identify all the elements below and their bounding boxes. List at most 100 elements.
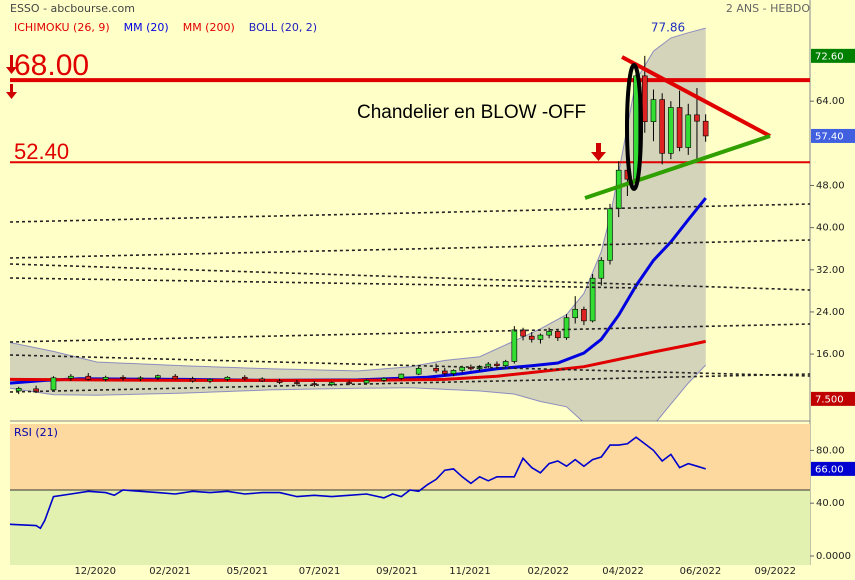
rsi-panel: RSI (21) 0.0000 40.00 80.00 66.00 <box>9 424 855 565</box>
price-tag <box>811 48 855 63</box>
y-tick-label: 48.00 <box>816 180 845 191</box>
candle-body <box>668 107 674 154</box>
y-tick-label: 32.00 <box>816 265 845 276</box>
candle-body <box>120 376 126 379</box>
candle-body <box>433 368 439 372</box>
trend-line <box>9 354 811 377</box>
candle-body <box>172 375 179 380</box>
x-tick-label: 04/2022 <box>602 566 644 577</box>
arrow-down <box>6 84 17 99</box>
trend-line <box>9 373 811 393</box>
level-label: 52.40 <box>14 139 69 164</box>
candle-body <box>607 208 613 261</box>
moving-average <box>10 339 707 382</box>
legend-entry: MM (200) <box>183 21 235 34</box>
candle-body <box>615 169 622 209</box>
candle-body <box>598 259 605 279</box>
candle-body <box>15 388 22 392</box>
triangle-lower <box>584 134 771 200</box>
price-tag <box>811 391 855 406</box>
candle-body <box>685 114 692 148</box>
y-tick-label: 40.00 <box>816 498 845 509</box>
legend-entry: ICHIMOKU (26, 9) <box>14 21 110 34</box>
candle-body <box>346 382 352 384</box>
annotation: Chandelier en BLOW -OFF <box>357 102 586 123</box>
candle-body <box>102 376 109 380</box>
candle-body <box>659 99 665 154</box>
trend-line <box>9 263 811 291</box>
candle-body <box>276 380 283 383</box>
y-tick-label: 80.00 <box>816 445 845 456</box>
zone-lower <box>10 490 810 565</box>
candle-body <box>328 382 335 385</box>
candle-body <box>502 361 509 366</box>
candle-body <box>641 75 648 123</box>
candle-body <box>85 375 92 380</box>
candle-body <box>207 379 213 382</box>
bollinger-upper <box>10 27 706 372</box>
candle-body <box>537 334 544 340</box>
panel-title: RSI (21) <box>14 426 58 439</box>
candle-body <box>563 317 570 339</box>
arrow-down <box>591 143 606 161</box>
candle-body <box>363 380 370 384</box>
y-tick-label: 24.00 <box>816 307 845 318</box>
candle-body <box>381 378 387 381</box>
candle-body <box>137 377 144 380</box>
candle-body <box>555 331 561 339</box>
triangle-upper <box>621 55 771 138</box>
bollinger-lower <box>10 364 707 421</box>
main-panel <box>10 27 810 421</box>
candle-body <box>459 366 465 371</box>
x-tick-label: 02/2022 <box>527 566 569 577</box>
candle-body <box>311 383 318 385</box>
highlight-ellipse <box>625 63 643 191</box>
trend-line <box>9 203 811 223</box>
candle-body <box>68 375 74 379</box>
zone-upper <box>10 424 810 490</box>
arrow-down <box>6 55 17 74</box>
candle-body <box>676 107 683 148</box>
legend-entry: MM (20) <box>124 21 169 34</box>
candle-body <box>50 377 57 391</box>
candle-body <box>694 114 700 122</box>
labels: 68.00 52.40 77.86 ICHIMOKU (26, 9) MM (20) MM… <box>14 21 855 577</box>
level-label: 68.00 <box>14 49 89 82</box>
drawings <box>6 55 811 393</box>
y-tick-label: 0.0000 <box>816 551 851 562</box>
price-tag-label: 66.00 <box>815 464 844 475</box>
x-tick-label: 09/2022 <box>754 566 796 577</box>
candle-body <box>294 382 300 384</box>
y-tick-label: 64.00 <box>816 96 845 107</box>
rsi-line <box>9 436 706 530</box>
candle-body <box>155 375 161 379</box>
candle-body <box>485 363 492 367</box>
x-tick-label: 11/2021 <box>449 566 491 577</box>
candle-body <box>528 335 535 340</box>
candle-body <box>572 308 579 319</box>
candle-body <box>189 378 196 382</box>
candle-body <box>702 120 709 137</box>
price-tag-label: 57.40 <box>815 131 844 142</box>
y-tick-label: 40.00 <box>816 223 845 234</box>
candle-body <box>468 366 474 370</box>
candle-body <box>441 370 448 374</box>
candle-body <box>511 329 518 362</box>
price-tag-label: 7.500 <box>815 394 844 405</box>
candle-body <box>589 277 596 322</box>
x-tick-label: 05/2021 <box>227 566 269 577</box>
candle-body <box>450 370 457 374</box>
peak-label: 77.86 <box>651 21 685 35</box>
y-tick-label: 16.00 <box>816 349 845 360</box>
candle-body <box>398 373 405 379</box>
price-tag <box>811 128 855 143</box>
chart-subtitle: 2 ANS - HEBDO <box>726 2 810 15</box>
candle-body <box>259 378 265 382</box>
candle-body <box>650 99 657 123</box>
trend-line <box>9 239 811 259</box>
price-tag <box>811 461 855 476</box>
x-tick-label: 06/2022 <box>680 566 722 577</box>
bollinger-area <box>10 28 706 421</box>
